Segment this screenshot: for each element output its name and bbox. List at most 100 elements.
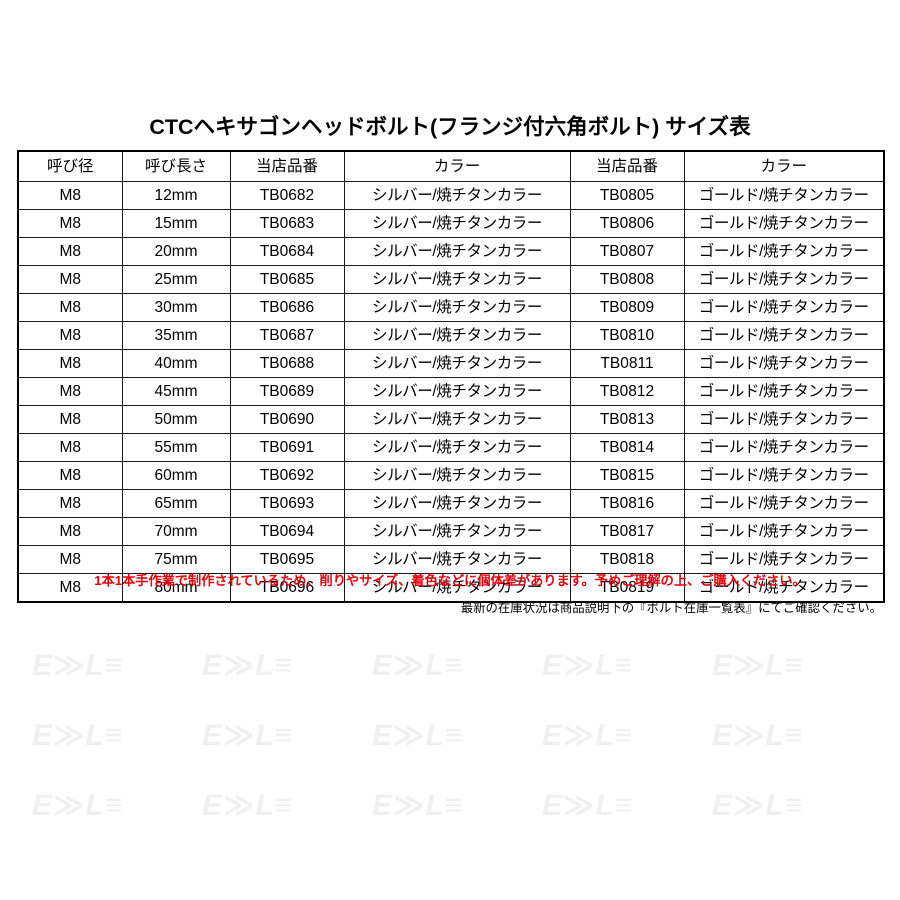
watermark-logo: E≫L≡ <box>202 719 294 752</box>
cell-color-2: ゴールド/焼チタンカラー <box>683 349 885 378</box>
size-table: 呼び径 呼び長さ 当店品番 カラー 当店品番 カラー M8 12mm TB0682 シ… <box>17 150 885 603</box>
table-row: M8 20mm TB0684 シルバー/焼チタンカラー TB0807 ゴールド/焼チタンカ… <box>17 237 885 266</box>
cell-color-1: シルバー/焼チタンカラー <box>343 237 571 266</box>
cell-code-2: TB0810 <box>569 321 685 350</box>
cell-length: 30mm <box>121 293 231 322</box>
table-row: M8 50mm TB0690 シルバー/焼チタンカラー TB0813 ゴールド/焼チタンカ… <box>17 405 885 434</box>
cell-length: 15mm <box>121 209 231 238</box>
cell-diameter: M8 <box>17 349 123 378</box>
cell-diameter: M8 <box>17 181 123 210</box>
cell-length: 20mm <box>121 237 231 266</box>
note-stock-list: 最新の在庫状況は商品説明下の『ボルト在庫一覧表』にてご確認ください。 <box>460 601 882 615</box>
cell-code-2: TB0813 <box>569 405 685 434</box>
cell-color-2: ゴールド/焼チタンカラー <box>683 321 885 350</box>
watermark-logo: E≫L≡ <box>712 719 804 752</box>
cell-length: 12mm <box>121 181 231 210</box>
cell-code-1: TB0692 <box>229 461 345 490</box>
watermark-logo: E≫L≡ <box>372 649 464 682</box>
table-row: M8 45mm TB0689 シルバー/焼チタンカラー TB0812 ゴールド/焼チタンカ… <box>17 377 885 406</box>
cell-color-2: ゴールド/焼チタンカラー <box>683 545 885 574</box>
cell-code-1: TB0693 <box>229 489 345 518</box>
cell-color-1: シルバー/焼チタンカラー <box>343 265 571 294</box>
cell-code-1: TB0683 <box>229 209 345 238</box>
cell-diameter: M8 <box>17 517 123 546</box>
cell-color-1: シルバー/焼チタンカラー <box>343 433 571 462</box>
cell-code-2: TB0816 <box>569 489 685 518</box>
cell-code-2: TB0817 <box>569 517 685 546</box>
cell-code-1: TB0694 <box>229 517 345 546</box>
cell-diameter: M8 <box>17 433 123 462</box>
watermark-logo: E≫L≡ <box>542 789 634 822</box>
table-row: M8 30mm TB0686 シルバー/焼チタンカラー TB0809 ゴールド/焼チタンカ… <box>17 293 885 322</box>
cell-diameter: M8 <box>17 265 123 294</box>
cell-diameter: M8 <box>17 237 123 266</box>
cell-color-2: ゴールド/焼チタンカラー <box>683 433 885 462</box>
cell-length: 50mm <box>121 405 231 434</box>
cell-code-1: TB0686 <box>229 293 345 322</box>
watermark-logo: E≫L≡ <box>32 719 124 752</box>
cell-color-1: シルバー/焼チタンカラー <box>343 349 571 378</box>
cell-diameter: M8 <box>17 293 123 322</box>
cell-code-2: TB0814 <box>569 433 685 462</box>
table-row: M8 75mm TB0695 シルバー/焼チタンカラー TB0818 ゴールド/焼チタンカ… <box>17 545 885 574</box>
cell-code-1: TB0685 <box>229 265 345 294</box>
cell-color-2: ゴールド/焼チタンカラー <box>683 517 885 546</box>
cell-color-1: シルバー/焼チタンカラー <box>343 489 571 518</box>
watermark-logo: E≫L≡ <box>712 649 804 682</box>
table-row: M8 70mm TB0694 シルバー/焼チタンカラー TB0817 ゴールド/焼チタンカ… <box>17 517 885 546</box>
watermark-logo: E≫L≡ <box>32 649 124 682</box>
table-row: M8 40mm TB0688 シルバー/焼チタンカラー TB0811 ゴールド/焼チタンカ… <box>17 349 885 378</box>
cell-code-1: TB0688 <box>229 349 345 378</box>
watermark-logo: E≫L≡ <box>372 719 464 752</box>
cell-code-1: TB0687 <box>229 321 345 350</box>
cell-length: 70mm <box>121 517 231 546</box>
header-diameter: 呼び径 <box>17 150 123 182</box>
cell-code-2: TB0806 <box>569 209 685 238</box>
cell-diameter: M8 <box>17 377 123 406</box>
cell-color-2: ゴールド/焼チタンカラー <box>683 265 885 294</box>
header-color-1: カラー <box>343 150 571 182</box>
table-row: M8 15mm TB0683 シルバー/焼チタンカラー TB0806 ゴールド/焼チタンカ… <box>17 209 885 238</box>
cell-length: 35mm <box>121 321 231 350</box>
cell-code-1: TB0684 <box>229 237 345 266</box>
cell-code-2: TB0805 <box>569 181 685 210</box>
watermark-logo: E≫L≡ <box>542 649 634 682</box>
cell-color-2: ゴールド/焼チタンカラー <box>683 237 885 266</box>
cell-code-2: TB0815 <box>569 461 685 490</box>
table-body: M8 12mm TB0682 シルバー/焼チタンカラー TB0805 ゴールド/焼チタンカ… <box>17 181 885 603</box>
header-length: 呼び長さ <box>121 150 231 182</box>
cell-color-1: シルバー/焼チタンカラー <box>343 181 571 210</box>
cell-color-1: シルバー/焼チタンカラー <box>343 405 571 434</box>
cell-color-2: ゴールド/焼チタンカラー <box>683 573 885 603</box>
cell-color-1: シルバー/焼チタンカラー <box>343 377 571 406</box>
cell-length: 65mm <box>121 489 231 518</box>
watermark-logo: E≫L≡ <box>712 789 804 822</box>
cell-color-2: ゴールド/焼チタンカラー <box>683 209 885 238</box>
table-header-row: 呼び径 呼び長さ 当店品番 カラー 当店品番 カラー <box>17 150 885 182</box>
watermark-logo: E≫L≡ <box>372 789 464 822</box>
cell-color-1: シルバー/焼チタンカラー <box>343 545 571 574</box>
cell-length: 80mm <box>121 573 231 603</box>
cell-color-2: ゴールド/焼チタンカラー <box>683 405 885 434</box>
cell-length: 75mm <box>121 545 231 574</box>
cell-length: 45mm <box>121 377 231 406</box>
cell-code-2: TB0809 <box>569 293 685 322</box>
cell-length: 55mm <box>121 433 231 462</box>
table-row: M8 60mm TB0692 シルバー/焼チタンカラー TB0815 ゴールド/焼チタンカ… <box>17 461 885 490</box>
cell-color-1: シルバー/焼チタンカラー <box>343 293 571 322</box>
cell-length: 40mm <box>121 349 231 378</box>
size-table-wrap: 呼び径 呼び長さ 当店品番 カラー 当店品番 カラー M8 12mm TB0682 シ… <box>17 150 885 603</box>
cell-code-2: TB0811 <box>569 349 685 378</box>
cell-color-1: シルバー/焼チタンカラー <box>343 321 571 350</box>
cell-color-2: ゴールド/焼チタンカラー <box>683 489 885 518</box>
cell-code-1: TB0691 <box>229 433 345 462</box>
table-header: 呼び径 呼び長さ 当店品番 カラー 当店品番 カラー <box>17 150 885 182</box>
cell-color-1: シルバー/焼チタンカラー <box>343 461 571 490</box>
cell-diameter: M8 <box>17 321 123 350</box>
table-row: M8 25mm TB0685 シルバー/焼チタンカラー TB0808 ゴールド/焼チタンカ… <box>17 265 885 294</box>
page-title-wrap: CTCヘキサゴンヘッドボルト(フランジ付六角ボルト) サイズ表 <box>0 110 900 141</box>
cell-code-1: TB0682 <box>229 181 345 210</box>
cell-length: 60mm <box>121 461 231 490</box>
cell-diameter: M8 <box>17 209 123 238</box>
table-row: M8 65mm TB0693 シルバー/焼チタンカラー TB0816 ゴールド/焼チタンカ… <box>17 489 885 518</box>
